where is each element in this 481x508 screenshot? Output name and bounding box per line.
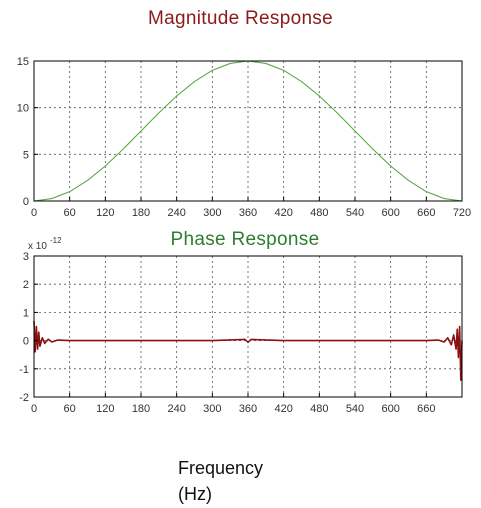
y-exponent-value: -12	[50, 236, 62, 245]
x-tick-label: 600	[381, 403, 399, 415]
x-tick-label: 660	[417, 403, 435, 415]
x-tick-label: 480	[310, 403, 328, 415]
x-tick-label: 540	[346, 207, 364, 219]
y-exponent-label: x 10	[28, 241, 47, 252]
plot-1: 0 60 120 180 240 300 360 420 480 540 600 660 -2 -1 0 1 2…	[19, 236, 463, 415]
x-tick-label: 240	[167, 403, 185, 415]
x-tick-label: 480	[310, 207, 328, 219]
x-axis-label-line-1: Frequency	[178, 458, 264, 478]
y-tick-label: 5	[23, 149, 29, 161]
x-tick-label: 0	[31, 207, 37, 219]
x-tick-label: 0	[31, 403, 37, 415]
x-axis-label-line-2: (Hz)	[178, 484, 212, 504]
x-tick-label: 420	[274, 207, 292, 219]
x-tick-label: 60	[64, 403, 76, 415]
x-tick-label: 300	[203, 403, 221, 415]
y-tick-label: -2	[19, 392, 29, 404]
plot-0: 0 60 120 180 240 300 360 420 480 540 600 660 720 0 5 10…	[17, 56, 471, 219]
y-tick-label: 0	[23, 196, 29, 208]
y-tick-label: 3	[23, 251, 29, 263]
x-tick-label: 120	[96, 403, 114, 415]
x-tick-label: 360	[239, 207, 257, 219]
phase-title: Phase Response	[170, 229, 320, 250]
x-tick-label: 720	[453, 207, 471, 219]
y-tick-label: -1	[19, 364, 29, 376]
x-tick-label: 60	[64, 207, 76, 219]
y-tick-label: 1	[23, 307, 29, 319]
x-tick-label: 180	[132, 403, 150, 415]
x-tick-label: 420	[274, 403, 292, 415]
x-tick-label: 600	[381, 207, 399, 219]
y-tick-label: 2	[23, 279, 29, 291]
x-tick-label: 540	[346, 403, 364, 415]
x-tick-label: 120	[96, 207, 114, 219]
x-tick-label: 660	[417, 207, 435, 219]
x-tick-label: 360	[239, 403, 257, 415]
y-tick-label: 10	[17, 103, 29, 115]
series-line-1-0	[33, 320, 463, 381]
magnitude-title: Magnitude Response	[148, 8, 333, 29]
x-tick-label: 300	[203, 207, 221, 219]
y-tick-label: 15	[17, 56, 29, 68]
x-tick-label: 180	[132, 207, 150, 219]
x-tick-label: 240	[167, 207, 185, 219]
y-tick-label: 0	[23, 336, 29, 348]
